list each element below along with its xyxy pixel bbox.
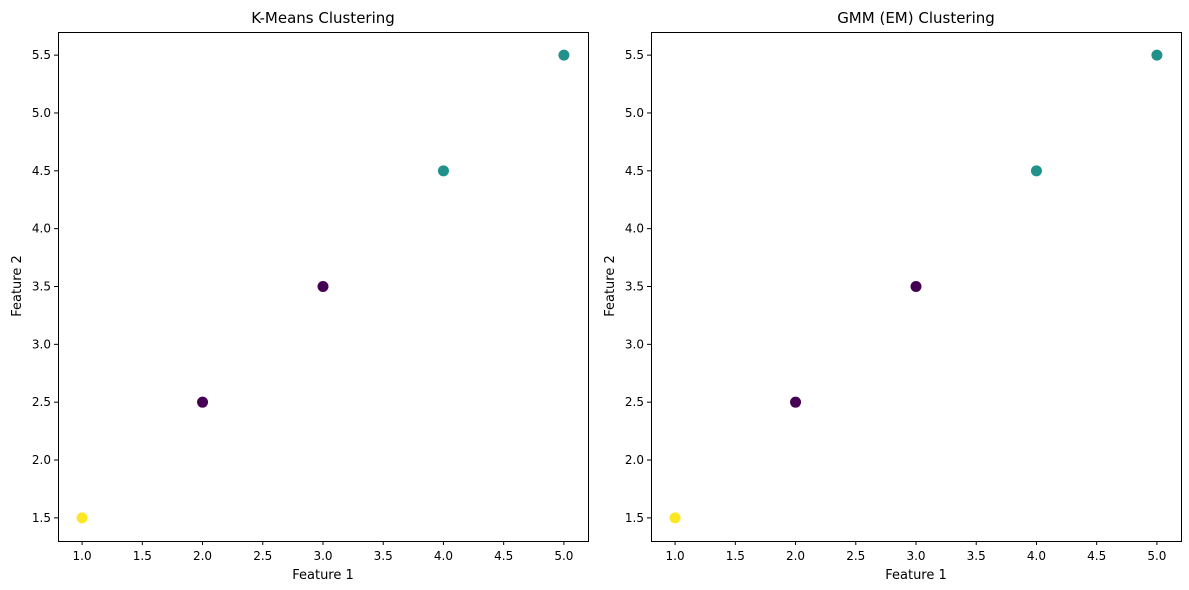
y-tick-label: 4.0 (625, 222, 644, 236)
x-tick-label: 2.5 (846, 549, 865, 563)
data-point (1151, 49, 1163, 61)
x-axis-label: Feature 1 (292, 568, 354, 583)
x-tick-label: 3.5 (374, 549, 393, 563)
x-tick-label: 1.5 (133, 549, 152, 563)
x-tick-label: 4.0 (434, 549, 453, 563)
y-tick-label: 5.5 (32, 48, 51, 62)
y-tick-label: 2.0 (625, 453, 644, 467)
y-tick-label: 2.5 (32, 395, 51, 409)
x-tick-label: 4.5 (1087, 549, 1106, 563)
y-tick-label: 1.5 (625, 511, 644, 525)
y-tick-label: 5.5 (625, 48, 644, 62)
plot-frame (651, 32, 1182, 542)
data-point (76, 512, 88, 524)
y-tick-label: 3.5 (625, 280, 644, 294)
chart-gmm: GMM (EM) Clustering Feature 1 Feature 2 … (603, 9, 1182, 583)
y-tick-label: 2.5 (625, 395, 644, 409)
data-point (437, 165, 449, 177)
chart-title: GMM (EM) Clustering (837, 9, 995, 27)
data-point (1030, 165, 1042, 177)
x-tick-label: 3.0 (313, 549, 332, 563)
y-tick-label: 5.0 (32, 106, 51, 120)
y-tick-label: 3.0 (32, 337, 51, 351)
x-tick-label: 2.0 (786, 549, 805, 563)
data-point (558, 49, 570, 61)
x-tick-label: 5.0 (1147, 549, 1166, 563)
x-tick-label: 1.0 (73, 549, 92, 563)
y-tick-label: 5.0 (625, 106, 644, 120)
x-tick-label: 2.0 (193, 549, 212, 563)
x-tick-label: 3.5 (967, 549, 986, 563)
y-tick-label: 3.5 (32, 280, 51, 294)
x-tick-label: 4.0 (1027, 549, 1046, 563)
y-tick-label: 2.0 (32, 453, 51, 467)
chart-title: K-Means Clustering (251, 9, 395, 27)
x-tick-label: 3.0 (906, 549, 925, 563)
y-axis-label: Feature 2 (10, 255, 25, 317)
y-tick-label: 1.5 (32, 511, 51, 525)
chart-kmeans: K-Means Clustering Feature 1 Feature 2 1… (10, 9, 589, 583)
y-axis-label: Feature 2 (603, 255, 618, 317)
y-tick-label: 4.5 (32, 164, 51, 178)
x-tick-label: 2.5 (253, 549, 272, 563)
x-tick-label: 4.5 (494, 549, 513, 563)
x-axis-label: Feature 1 (885, 568, 947, 583)
y-tick-label: 3.0 (625, 337, 644, 351)
x-tick-label: 5.0 (554, 549, 573, 563)
y-tick-label: 4.0 (32, 222, 51, 236)
data-point (197, 396, 209, 408)
x-tick-label: 1.0 (666, 549, 685, 563)
data-point (669, 512, 681, 524)
data-point (910, 281, 922, 292)
plot-frame (58, 32, 589, 542)
data-point (317, 281, 329, 292)
x-tick-label: 1.5 (726, 549, 745, 563)
y-tick-label: 4.5 (625, 164, 644, 178)
data-point (790, 396, 802, 408)
